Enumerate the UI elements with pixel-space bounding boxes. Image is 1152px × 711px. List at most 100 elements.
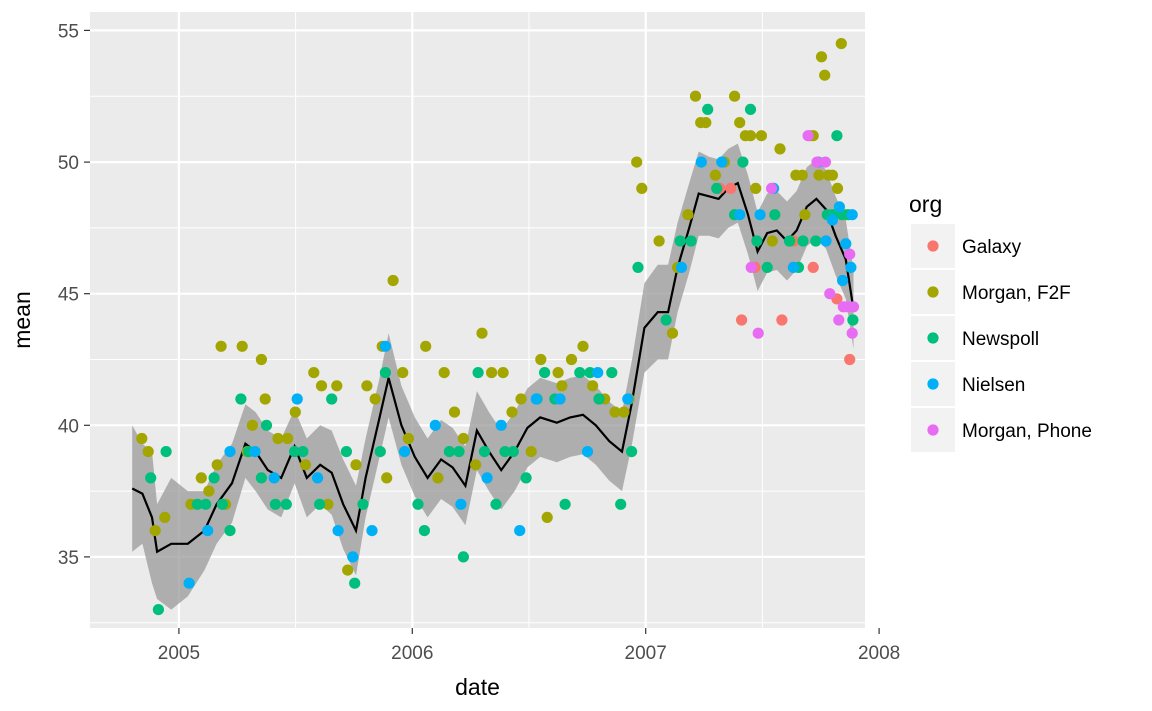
point-morgan-f2f [476,327,488,339]
point-morgan-f2f [448,406,461,418]
point-morgan-f2f [796,169,808,181]
point-nielsen [455,498,467,510]
point-morgan-f2f [766,235,778,247]
point-newspoll [702,103,714,115]
point-nielsen [695,156,707,168]
point-morgan-f2f [195,472,207,484]
point-morgan-f2f [149,525,161,537]
point-morgan-f2f [331,380,343,392]
point-newspoll [744,103,757,115]
point-morgan-f2f [246,419,258,431]
point-galaxy [807,261,819,273]
point-newspoll [457,551,469,563]
point-newspoll [737,156,749,168]
point-morgan-phone [844,248,856,260]
point-galaxy [725,182,737,194]
y-tick-labels: 35 40 45 50 55 [58,21,79,569]
legend-label-morgan-phone: Morgan, Phone [962,421,1092,442]
point-nielsen [268,472,280,484]
point-newspoll [297,446,309,458]
point-newspoll [340,446,352,458]
point-galaxy [776,314,788,326]
legend-label-galaxy: Galaxy [962,237,1022,258]
point-nielsen [291,393,303,405]
x-tick-label: 2005 [158,643,200,664]
point-morgan-f2f [826,169,839,181]
point-newspoll [418,525,430,537]
point-morgan-f2f [308,367,320,379]
data-points [136,38,860,616]
point-nielsen [429,419,441,431]
point-nielsen [481,472,493,484]
point-nielsen [840,238,852,250]
point-nielsen [837,274,849,287]
point-newspoll [216,498,228,510]
point-morgan-f2f [587,380,599,392]
point-newspoll [478,446,491,458]
legend-label-newspoll: Newspoll [962,329,1039,350]
point-newspoll [269,498,281,510]
point-morgan-f2f [322,498,334,510]
point-morgan-f2f [142,446,154,458]
point-newspoll [660,314,672,326]
point-morgan-f2f [815,51,828,63]
point-newspoll [797,235,809,247]
point-nielsen [845,261,857,273]
point-nielsen [622,393,634,405]
point-morgan-f2f [631,156,643,168]
point-nielsen [399,446,411,458]
point-morgan-f2f [259,393,271,405]
axis-ticks [84,29,880,634]
point-morgan-phone [846,327,858,339]
x-tick-label: 2007 [625,643,667,664]
point-morgan-f2f [420,340,432,352]
point-newspoll [632,261,644,273]
point-morgan-phone [745,261,757,273]
point-newspoll [810,235,822,247]
point-morgan-phone [819,156,832,168]
point-newspoll [224,525,236,537]
point-newspoll [711,182,723,194]
point-nielsen [530,393,542,405]
point-morgan-f2f [350,459,362,471]
point-morgan-f2f [457,432,469,445]
legend-swatch-morgan-f2f [927,286,939,298]
point-nielsen [592,367,604,379]
point-newspoll [847,314,859,326]
point-morgan-f2f [565,353,578,366]
point-newspoll [520,472,532,484]
point-nielsen [332,525,344,537]
point-nielsen [312,472,324,484]
point-newspoll [593,393,605,405]
point-morgan-phone [847,301,860,313]
point-morgan-f2f [369,393,381,405]
point-nielsen [366,525,378,537]
point-newspoll [289,446,301,458]
point-nielsen [787,261,800,273]
point-morgan-f2f [577,340,589,352]
point-newspoll [606,367,618,379]
point-morgan-f2f [486,367,498,379]
point-morgan-f2f [682,209,694,221]
point-nielsen [826,214,839,226]
point-morgan-f2f [211,459,223,471]
point-nielsen [183,577,195,589]
point-newspoll [831,130,843,142]
point-nielsen [379,340,391,352]
point-morgan-f2f [432,472,444,484]
point-newspoll [584,367,596,379]
x-axis-title: date [455,674,500,700]
point-newspoll [374,446,386,458]
y-axis-title: mean [9,291,35,349]
point-nielsen [716,156,728,168]
point-nielsen [514,525,526,537]
point-morgan-f2f [497,367,509,379]
point-morgan-f2f [666,327,679,339]
point-morgan-f2f [744,130,757,142]
legend-swatch-galaxy [927,240,939,252]
point-newspoll [160,446,172,458]
point-galaxy [736,314,748,326]
point-morgan-f2f [470,459,482,471]
point-nielsen [202,525,214,537]
point-newspoll [626,446,638,458]
